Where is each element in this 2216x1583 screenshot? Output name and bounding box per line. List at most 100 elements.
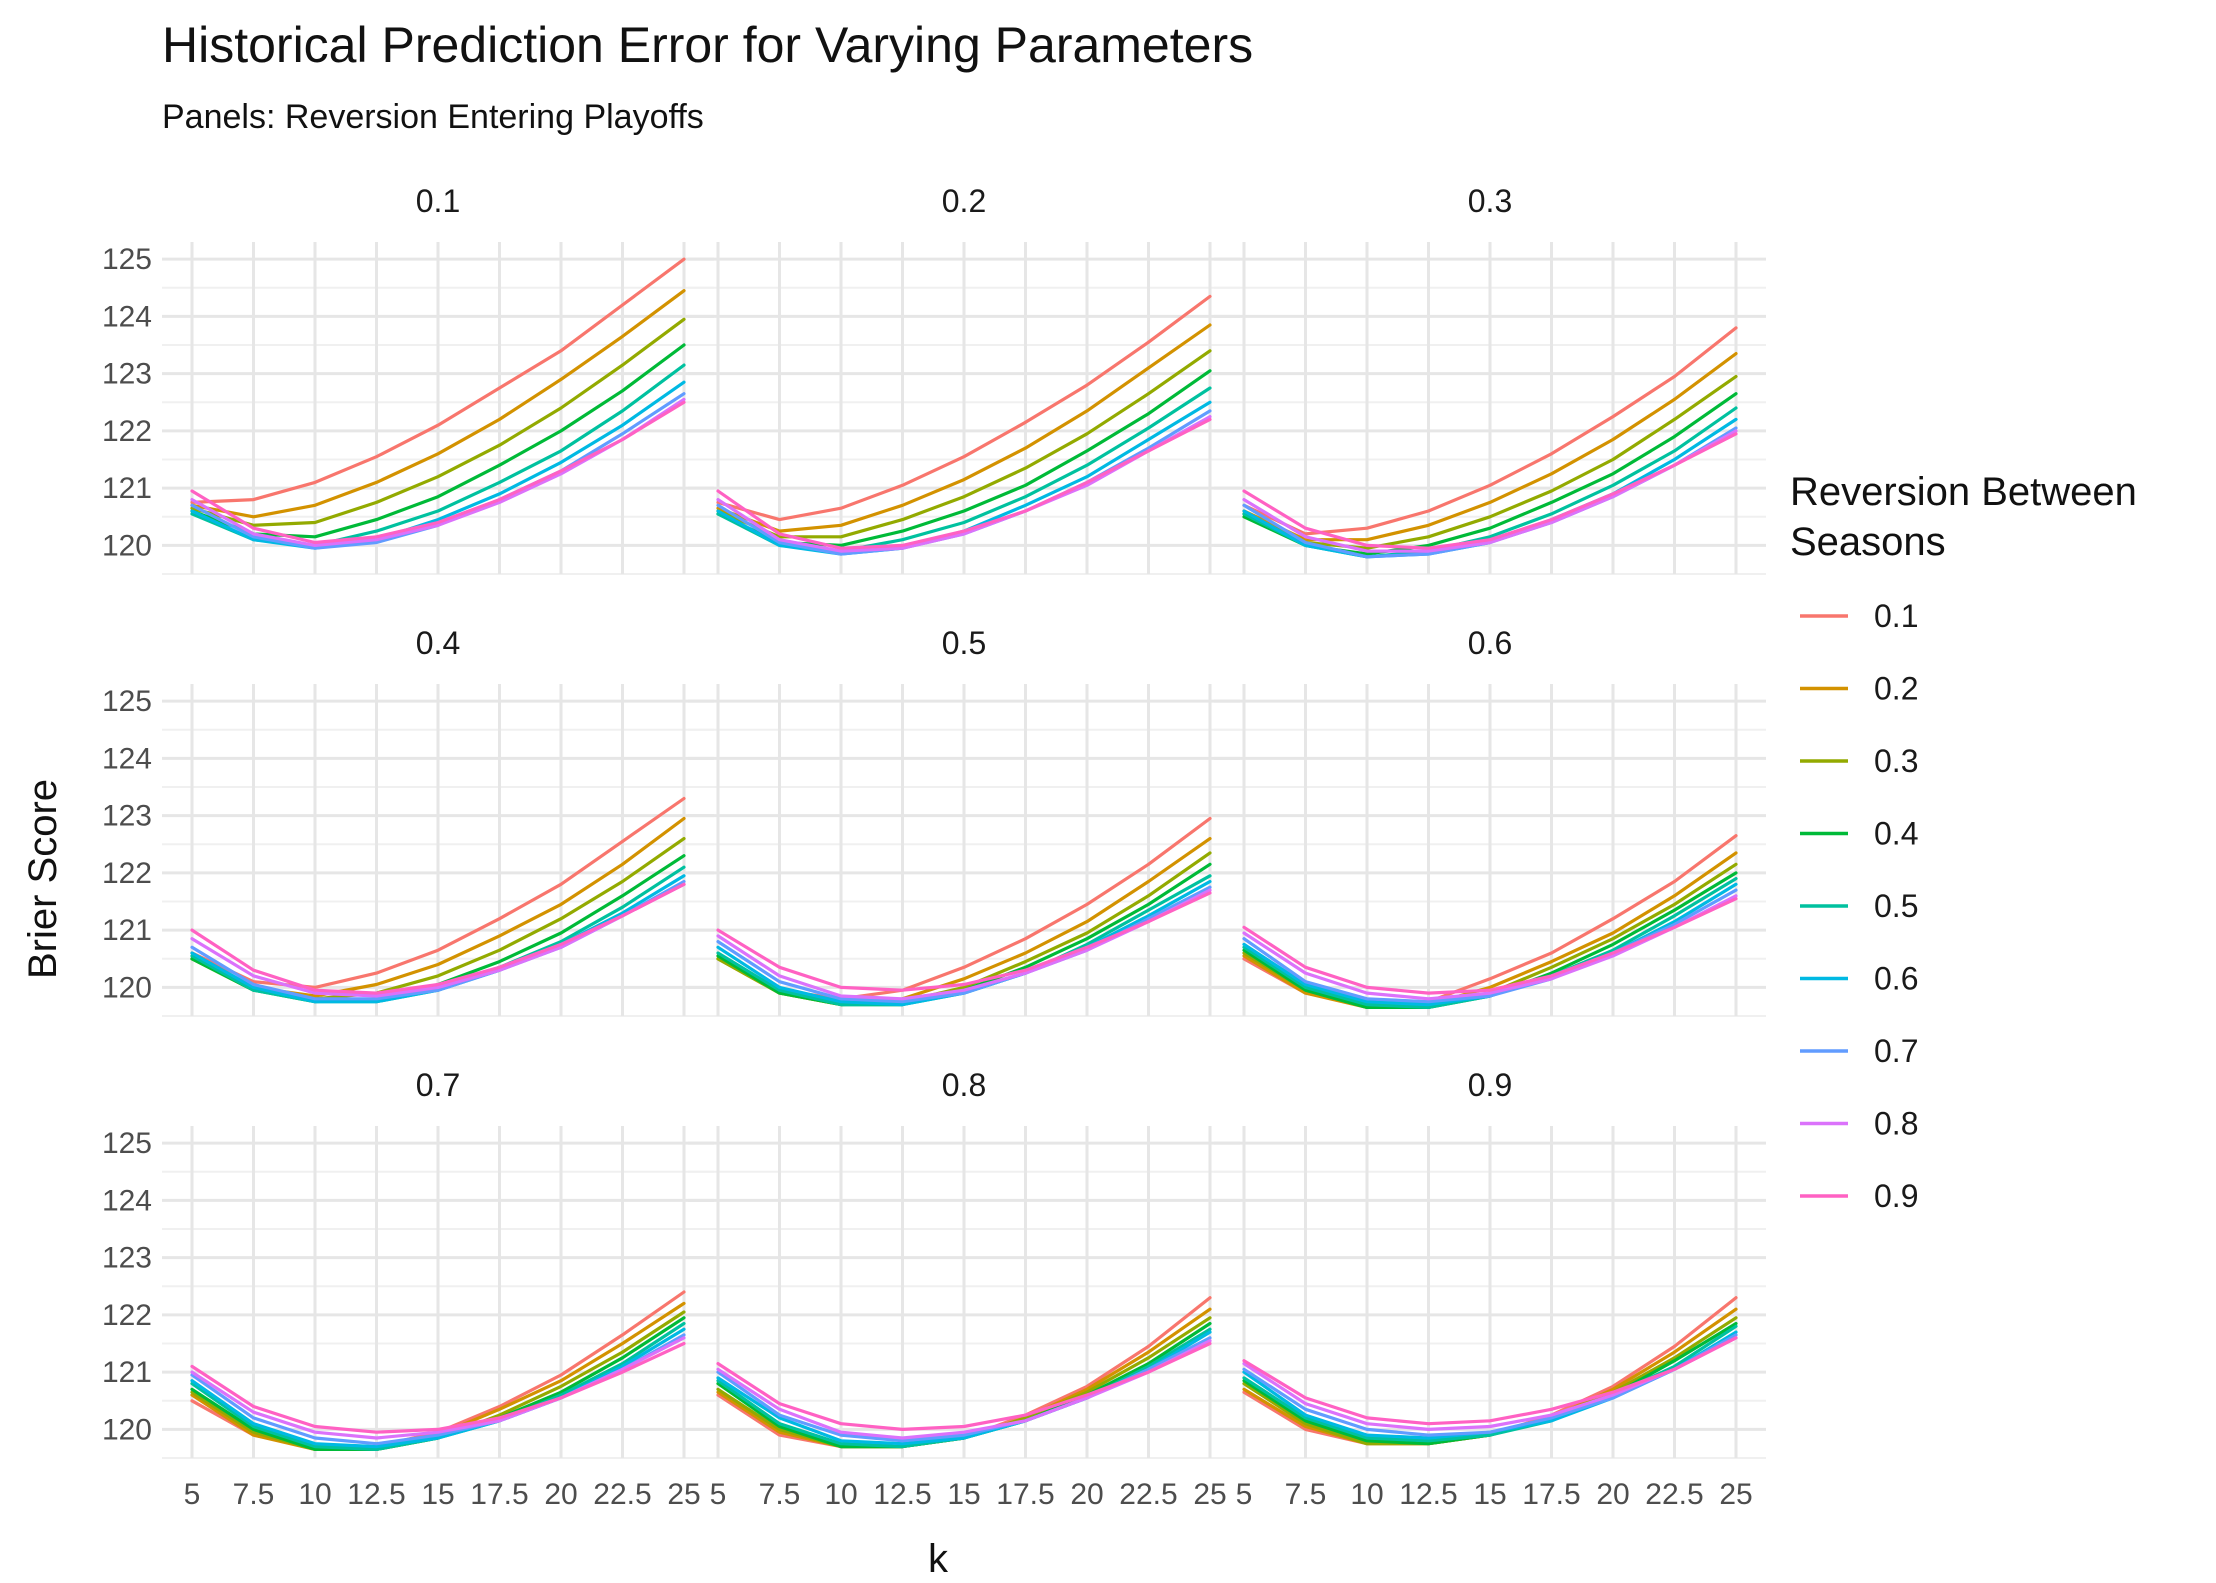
- x-tick-label: 12.5: [347, 1478, 405, 1511]
- x-tick-label: 15: [1473, 1478, 1506, 1511]
- y-tick-label: 125: [102, 243, 152, 276]
- legend: Reversion Between Seasons 0.1 0.2 0.3 0.4 0.5 0…: [1790, 470, 2137, 1214]
- series-line: [190, 1327, 686, 1449]
- x-tick-label: 25: [1193, 1478, 1226, 1511]
- facet-panel: 0.6: [1214, 625, 1766, 1017]
- facet-panel: 0.2: [688, 183, 1240, 575]
- chart-title: Historical Prediction Error for Varying …: [162, 17, 1253, 73]
- y-tick-label: 120: [102, 1413, 152, 1446]
- y-tick-label: 122: [102, 1299, 152, 1332]
- x-axis-title: k: [928, 1537, 949, 1581]
- y-tick-label: 123: [102, 1242, 152, 1275]
- x-tick-label: 7.5: [1285, 1478, 1327, 1511]
- y-tick-label: 120: [102, 529, 152, 562]
- y-tick-label: 124: [102, 1184, 152, 1217]
- legend-label: 0.8: [1874, 1106, 1918, 1142]
- x-tick-label: 15: [947, 1478, 980, 1511]
- facet-strip-label: 0.9: [1468, 1067, 1512, 1103]
- legend-title: Reversion Between: [1790, 470, 2137, 514]
- x-tick-label: 20: [1070, 1478, 1103, 1511]
- x-tick-label: 10: [1350, 1478, 1383, 1511]
- x-tick-label: 7.5: [759, 1478, 801, 1511]
- facet-strip-label: 0.3: [1468, 183, 1512, 219]
- series-line: [1242, 432, 1738, 550]
- series-line: [190, 380, 686, 550]
- legend-label: 0.3: [1874, 743, 1918, 779]
- facet-panels: 0.1 120 121 122 123 124 125 0.2 0.3 0.4 120 121 122 1…: [102, 183, 1766, 1511]
- x-tick-label: 12.5: [873, 1478, 931, 1511]
- series-line: [716, 323, 1212, 533]
- legend-title: Seasons: [1790, 520, 1946, 564]
- y-tick-label: 125: [102, 1127, 152, 1160]
- series-line: [190, 882, 686, 995]
- series-line: [1242, 897, 1738, 995]
- series-line: [716, 417, 1212, 550]
- y-tick-label: 122: [102, 415, 152, 448]
- y-tick-label: 121: [102, 914, 152, 947]
- x-tick-label: 17.5: [996, 1478, 1054, 1511]
- series-line: [190, 317, 686, 527]
- facet-strip-label: 0.1: [416, 183, 460, 219]
- facet-panel: 0.5: [688, 625, 1240, 1017]
- y-tick-label: 121: [102, 1356, 152, 1389]
- series-line: [1242, 888, 1738, 1004]
- series-line: [190, 343, 686, 539]
- y-tick-label: 124: [102, 300, 152, 333]
- chart-subtitle: Panels: Reversion Entering Playoffs: [162, 98, 704, 136]
- y-tick-label: 120: [102, 971, 152, 1004]
- series-line: [1242, 851, 1738, 1010]
- x-tick-label: 25: [667, 1478, 700, 1511]
- series-line: [716, 349, 1212, 539]
- series-line: [190, 1336, 686, 1440]
- legend-label: 0.5: [1874, 888, 1918, 924]
- x-tick-label: 22.5: [1645, 1478, 1703, 1511]
- facet-strip-label: 0.6: [1468, 625, 1512, 661]
- legend-label: 0.2: [1874, 671, 1918, 707]
- facet-panel: 0.3: [1214, 183, 1766, 575]
- x-tick-label: 10: [824, 1478, 857, 1511]
- series-line: [190, 1341, 686, 1434]
- legend-label: 0.6: [1874, 961, 1918, 997]
- y-tick-label: 124: [102, 742, 152, 775]
- y-tick-label: 121: [102, 472, 152, 505]
- x-tick-label: 22.5: [1119, 1478, 1177, 1511]
- facet-panel: 0.7 120 121 122 123 124 125 5 7.5 10 12.5 15 17.5 20 2…: [102, 1067, 714, 1511]
- x-tick-label: 5: [710, 1478, 727, 1511]
- x-tick-label: 7.5: [233, 1478, 275, 1511]
- legend-label: 0.7: [1874, 1033, 1918, 1069]
- series-line: [190, 796, 686, 990]
- facet-panel: 0.9 5 7.5 10 12.5 15 17.5 20 22.5 25: [1214, 1067, 1766, 1511]
- y-tick-label: 122: [102, 857, 152, 890]
- legend-label: 0.1: [1874, 598, 1918, 634]
- series-line: [716, 1341, 1212, 1432]
- series-line: [190, 289, 686, 519]
- series-line: [190, 400, 686, 545]
- y-tick-label: 123: [102, 800, 152, 833]
- series-line: [716, 891, 1212, 992]
- series-line: [1242, 352, 1738, 542]
- y-tick-label: 123: [102, 358, 152, 391]
- y-tick-label: 125: [102, 685, 152, 718]
- y-axis-title: Brier Score: [21, 779, 65, 979]
- facet-strip-label: 0.2: [942, 183, 986, 219]
- facet-strip-label: 0.8: [942, 1067, 986, 1103]
- x-tick-label: 17.5: [470, 1478, 528, 1511]
- legend-label: 0.4: [1874, 816, 1918, 852]
- x-tick-label: 15: [421, 1478, 454, 1511]
- x-tick-label: 5: [1236, 1478, 1253, 1511]
- x-tick-label: 25: [1719, 1478, 1752, 1511]
- facet-panel: 0.8 5 7.5 10 12.5 15 17.5 20 22.5 25: [688, 1067, 1240, 1511]
- facet-strip-label: 0.5: [942, 625, 986, 661]
- series-line: [1242, 1336, 1738, 1426]
- x-tick-label: 12.5: [1399, 1478, 1457, 1511]
- series-line: [716, 294, 1212, 522]
- series-line: [190, 257, 686, 504]
- x-tick-label: 5: [184, 1478, 201, 1511]
- x-tick-label: 10: [298, 1478, 331, 1511]
- facet-strip-label: 0.4: [416, 625, 460, 661]
- x-tick-label: 17.5: [1522, 1478, 1580, 1511]
- x-tick-label: 20: [544, 1478, 577, 1511]
- facet-panel: 0.1 120 121 122 123 124 125: [102, 183, 714, 575]
- facet-strip-label: 0.7: [416, 1067, 460, 1103]
